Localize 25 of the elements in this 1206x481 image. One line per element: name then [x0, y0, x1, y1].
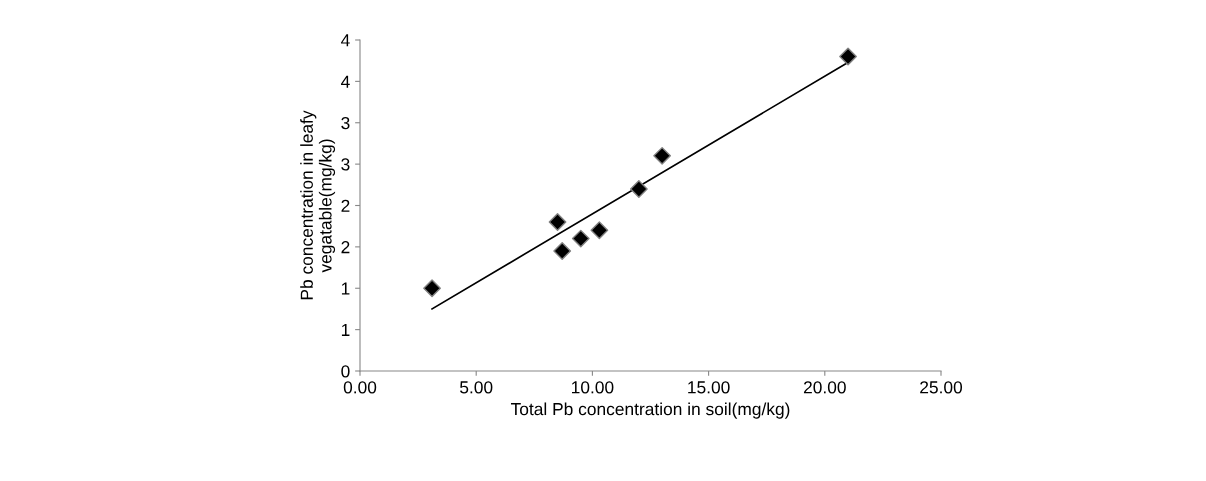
- point: [423, 279, 441, 298]
- point: [590, 221, 609, 240]
- point: [571, 229, 590, 248]
- x-tick-label: 25.00: [920, 381, 963, 394]
- x-tick-label: 0.00: [343, 381, 377, 394]
- y-tick-label: 2: [341, 241, 350, 254]
- x-tick-label: 15.00: [688, 381, 730, 394]
- y-tick-label: 3: [341, 116, 350, 130]
- y-tick-label: 1: [341, 282, 350, 295]
- x-tick-label: 20.00: [803, 381, 846, 394]
- point: [629, 180, 648, 198]
- point: [553, 242, 572, 260]
- y-tick-label: 3: [341, 158, 350, 171]
- y-tick-label: 2: [341, 199, 350, 212]
- x-tick-label: 5.00: [460, 381, 493, 394]
- y-tick-label: 4: [341, 34, 350, 47]
- y-tick-label: 4: [341, 75, 350, 88]
- point: [653, 146, 672, 165]
- y-tick-label: 1: [341, 323, 350, 336]
- y-tick-label: 0: [341, 365, 350, 378]
- y-axis-title: Pb concentration in leafy vegatable(mg/kg): [300, 110, 336, 300]
- point: [548, 213, 567, 231]
- x-axis-title: Total Pb concentration in soil(mg/kg): [510, 402, 790, 419]
- x-tick-label: 10.00: [572, 381, 614, 394]
- point: [839, 47, 857, 66]
